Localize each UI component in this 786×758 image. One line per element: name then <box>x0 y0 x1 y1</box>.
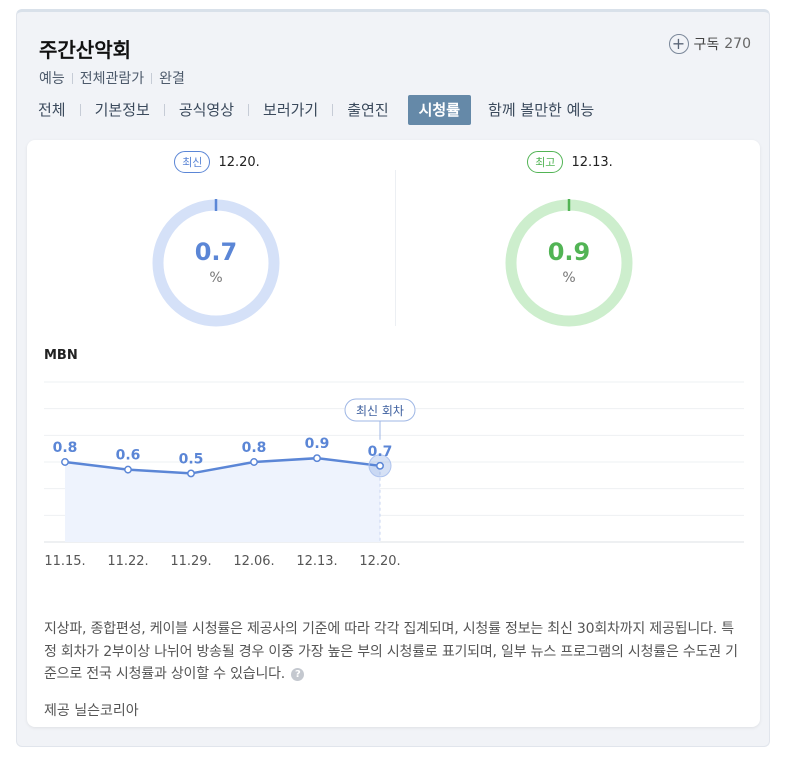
tab-divider <box>248 104 250 116</box>
x-tick-label: 12.20. <box>359 554 400 569</box>
latest-badge: 최신 <box>174 151 211 173</box>
rating-divider <box>395 170 396 326</box>
tab-divider <box>79 104 81 116</box>
meta-age-rating: 전체관람가 <box>79 71 145 87</box>
meta-genre: 예능 <box>39 71 65 87</box>
highest-rating-gauge: 0.9 % <box>504 198 634 328</box>
latest-rating-value: 0.7 <box>194 238 238 266</box>
tab-basic-info[interactable]: 기본정보 <box>94 101 150 119</box>
subscribe-label: 구독 <box>693 37 720 53</box>
program-meta: 예능 전체관람가 완결 <box>39 68 185 88</box>
ratings-line-chart: 0.8 11.15. 0.6 11.22. 0.5 11.29. 0.8 12.06. 0.9 1… <box>44 381 744 569</box>
latest-rating: 최신 12.20. 0.7 % <box>87 150 347 327</box>
data-label: 0.5 <box>179 451 204 467</box>
subscribe-count: 270 <box>724 36 751 52</box>
data-label: 0.8 <box>242 440 267 456</box>
highest-rating-value: 0.9 <box>547 238 591 266</box>
data-label: 0.6 <box>116 448 141 464</box>
data-point <box>250 458 258 466</box>
channel-label: MBN <box>44 348 78 363</box>
meta-divider <box>71 72 73 84</box>
series-line <box>64 456 381 475</box>
data-provider: 제공 닐슨코리아 <box>44 703 139 719</box>
latest-rating-gauge: 0.7 % <box>151 198 281 328</box>
highest-badge: 최고 <box>527 151 564 173</box>
meta-divider <box>151 72 153 84</box>
tab-cast[interactable]: 출연진 <box>347 101 389 119</box>
data-point <box>124 465 132 474</box>
ratings-panel: 최신 12.20. 0.7 % 최고 12.13. <box>27 140 760 727</box>
tab-ratings[interactable]: 시청률 <box>407 95 472 125</box>
x-tick-label: 11.22. <box>107 554 148 569</box>
latest-callout-label: 최신 회차 <box>356 404 404 418</box>
program-card: 주간산악회 예능 전체관람가 완결 + 구독 270 전체 기본정보 공식영상 … <box>16 9 770 747</box>
x-tick-label: 11.29. <box>170 554 211 569</box>
highest-rating: 최고 12.13. 0.9 % <box>440 150 700 327</box>
meta-status: 완결 <box>159 71 185 87</box>
latest-rating-unit: % <box>209 270 223 286</box>
data-point <box>376 461 384 470</box>
tab-bar: 전체 기본정보 공식영상 보러가기 출연진 시청률 함께 볼만한 예능 <box>27 94 605 126</box>
notice-text: 지상파, 종합편성, 케이블 시청률은 제공사의 기준에 따라 각각 집계되며,… <box>44 621 738 682</box>
help-icon[interactable]: ? <box>291 667 305 681</box>
tab-divider <box>332 104 334 116</box>
series-area <box>65 458 380 542</box>
latest-callout-box <box>344 398 416 422</box>
tab-watch[interactable]: 보러가기 <box>263 101 319 119</box>
tab-official-video[interactable]: 공식영상 <box>178 101 235 119</box>
x-tick-label: 12.06. <box>233 554 274 569</box>
data-point <box>187 469 195 478</box>
tab-related-shows[interactable]: 함께 볼만한 예능 <box>488 101 595 119</box>
data-point <box>313 454 321 463</box>
data-label: 0.8 <box>53 440 78 456</box>
plus-icon: + <box>668 34 689 54</box>
program-title[interactable]: 주간산악회 <box>39 38 131 62</box>
x-tick-label: 12.13. <box>296 554 337 569</box>
data-label: 0.9 <box>305 436 330 452</box>
tab-divider <box>163 104 165 116</box>
x-tick-label: 11.15. <box>44 554 85 569</box>
subscribe-button[interactable]: + 구독 270 <box>668 34 751 54</box>
tab-all[interactable]: 전체 <box>38 101 66 119</box>
highest-rating-unit: % <box>562 270 576 286</box>
data-label: 0.7 <box>368 444 393 460</box>
data-point <box>61 458 69 466</box>
highest-date: 12.13. <box>571 154 613 170</box>
ratings-notice: 지상파, 종합편성, 케이블 시청률은 제공사의 기준에 따라 각각 집계되며,… <box>44 618 744 686</box>
latest-date: 12.20. <box>218 154 260 170</box>
